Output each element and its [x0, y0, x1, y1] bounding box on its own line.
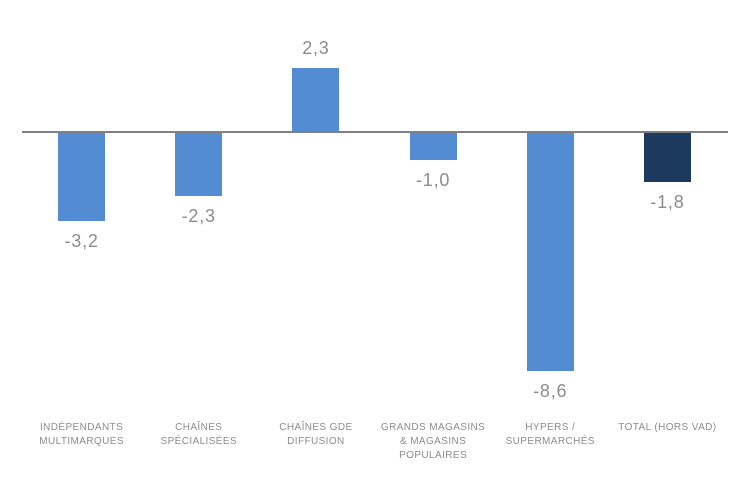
category-label-0: INDÉPENDANTS MULTIMARQUES	[39, 422, 124, 447]
bar-value-label-5: -1,8	[650, 192, 685, 213]
bar-2	[292, 68, 340, 132]
category-label-5: TOTAL (Hors VAD)	[618, 422, 717, 433]
bar-4	[526, 132, 574, 372]
bar-value-label-3: -1,0	[415, 169, 451, 190]
bar-value-label-2: 2,3	[302, 38, 330, 59]
bar-3	[409, 132, 457, 160]
bar-value-label-4: -8,6	[533, 381, 568, 402]
bar-0	[58, 132, 106, 221]
category-label-3: GRANDS MAGASINS & MAGASINS POPULAIRES	[380, 422, 486, 461]
bar-1	[175, 132, 223, 196]
category-label-4: HYPERS / SUPERMARCHÉS	[505, 422, 595, 447]
bar-value-label-1: -2,3	[181, 205, 216, 226]
bar-5	[643, 132, 691, 183]
bar-value-label-0: -3,2	[64, 230, 99, 251]
category-label-1: CHAÎNES SPÉCIALISÉES	[160, 422, 237, 447]
category-label-2: CHAÎNES GDE DIFFUSION	[279, 422, 353, 447]
x-axis-line	[22, 131, 728, 133]
